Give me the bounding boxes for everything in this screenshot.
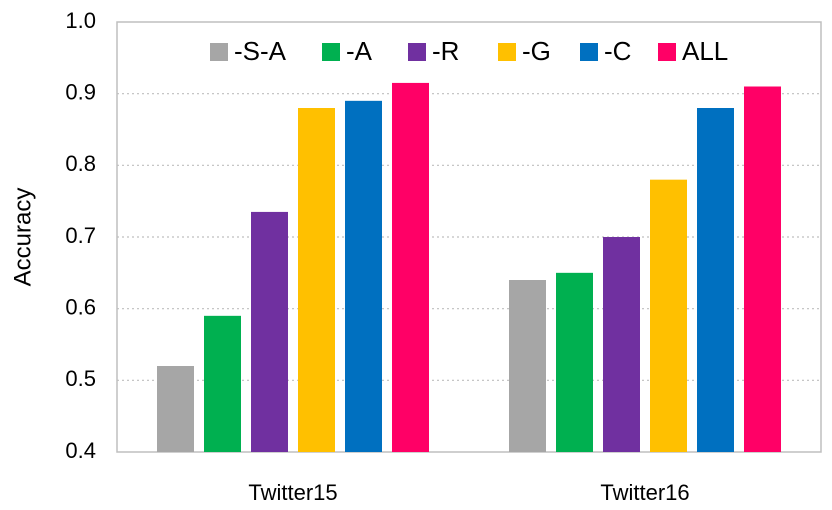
legend: -S-A -A -R -G -C ALL <box>210 36 728 66</box>
bar-twitter16-c <box>697 108 734 452</box>
bar-twitter16-a <box>556 272 593 452</box>
legend-swatch <box>408 43 426 61</box>
legend-swatch <box>580 43 598 61</box>
y-tick-label: 0.8 <box>65 151 96 176</box>
bar-twitter16-r <box>603 237 640 452</box>
legend-label: -S-A <box>234 36 287 66</box>
y-tick-labels: 0.4 0.5 0.6 0.7 0.8 0.9 1.0 <box>65 8 96 463</box>
y-tick-label: 0.9 <box>65 79 96 104</box>
legend-label: -A <box>346 36 373 66</box>
y-tick-label: 0.6 <box>65 294 96 319</box>
x-tick-label: Twitter16 <box>600 480 689 505</box>
y-tick-label: 1.0 <box>65 8 96 33</box>
y-tick-label: 0.5 <box>65 366 96 391</box>
bar-twitter16-all <box>744 86 781 452</box>
bar-twitter15-a <box>204 315 241 452</box>
legend-label: -G <box>522 36 551 66</box>
bar-twitter15-r <box>251 211 288 452</box>
legend-swatch <box>322 43 340 61</box>
y-axis-title: Accuracy <box>9 188 36 287</box>
legend-label: -C <box>604 36 631 66</box>
bar-twitter15-c <box>345 100 382 452</box>
bar-twitter15-all <box>392 82 429 453</box>
y-tick-label: 0.7 <box>65 223 96 248</box>
legend-swatch <box>658 43 676 61</box>
x-tick-labels: Twitter15 Twitter16 <box>248 480 689 505</box>
plot-area-frame <box>116 21 822 453</box>
legend-label: ALL <box>682 36 728 66</box>
bar-twitter15-g <box>298 108 335 452</box>
legend-swatch <box>210 43 228 61</box>
bar-twitter16-s-a <box>509 280 546 452</box>
bars-group <box>157 82 781 453</box>
bar-twitter16-g <box>650 179 687 452</box>
legend-swatch <box>498 43 516 61</box>
bar-twitter15-s-a <box>157 366 194 452</box>
legend-label: -R <box>432 36 459 66</box>
x-tick-label: Twitter15 <box>248 480 337 505</box>
y-tick-label: 0.4 <box>65 438 96 463</box>
